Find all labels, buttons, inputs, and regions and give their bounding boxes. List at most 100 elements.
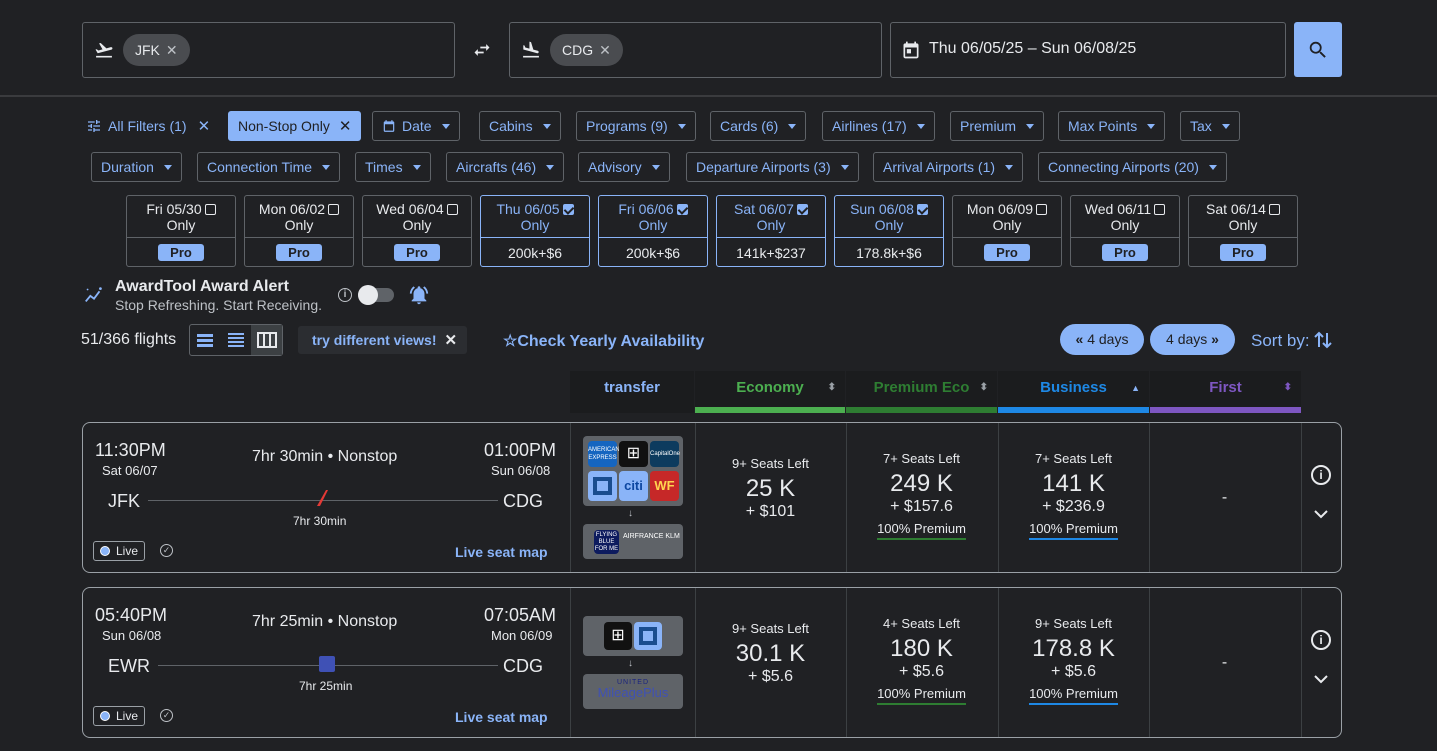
filter-nonstop[interactable]: Non-Stop Only ✕ bbox=[228, 111, 362, 141]
pro-badge[interactable]: Pro bbox=[276, 244, 322, 261]
column-business[interactable]: Business ▲ bbox=[998, 371, 1149, 413]
filter-cards[interactable]: Cards (6) bbox=[710, 111, 807, 141]
alert-toggle[interactable] bbox=[358, 285, 394, 305]
filter-premium[interactable]: Premium bbox=[950, 111, 1045, 141]
date-option[interactable]: Sat 06/07 Only 141k+$237 bbox=[716, 195, 826, 267]
checkbox[interactable] bbox=[446, 204, 458, 215]
column-first[interactable]: First ⬍ bbox=[1150, 371, 1301, 413]
filter-duration[interactable]: Duration bbox=[91, 152, 182, 182]
program-flying-blue[interactable]: FLYING BLUE FOR ME AIRFRANCE KLM bbox=[583, 524, 683, 559]
economy-cell[interactable]: 9+ Seats Left 25 K + $101 bbox=[695, 423, 846, 572]
filter-date[interactable]: Date bbox=[372, 111, 460, 141]
checkbox[interactable] bbox=[916, 204, 928, 215]
date-option[interactable]: Wed 06/11 Only Pro bbox=[1070, 195, 1180, 267]
close-icon[interactable]: ✕ bbox=[197, 118, 211, 135]
date-option[interactable]: Sat 06/14 Only Pro bbox=[1188, 195, 1298, 267]
filter-departure-airports[interactable]: Departure Airports (3) bbox=[686, 152, 859, 182]
view-list-icon[interactable] bbox=[190, 325, 221, 355]
checkbox[interactable] bbox=[1154, 204, 1166, 215]
close-icon[interactable]: ✕ bbox=[338, 118, 352, 135]
sort-arrows-icon[interactable]: ⬍ bbox=[1283, 382, 1292, 393]
pro-badge[interactable]: Pro bbox=[1220, 244, 1266, 261]
checkbox[interactable] bbox=[1036, 204, 1048, 215]
destination-code: CDG bbox=[562, 42, 594, 58]
prev-days-button[interactable]: « 4 days bbox=[1060, 324, 1144, 355]
sort-button[interactable]: Sort by: bbox=[1251, 330, 1332, 351]
sort-up-icon[interactable]: ▲ bbox=[1131, 383, 1140, 393]
close-icon[interactable]: ✕ bbox=[599, 42, 611, 58]
checkbox[interactable] bbox=[676, 204, 688, 215]
premium-eco-cell[interactable]: 4+ Seats Left 180 K + $5.6 100% Premium bbox=[846, 588, 997, 737]
checkbox[interactable] bbox=[1268, 204, 1280, 215]
bell-ring-icon[interactable] bbox=[408, 284, 430, 306]
arrival-date: Mon 06/09 bbox=[491, 628, 553, 643]
date-option[interactable]: Fri 05/30 Only Pro bbox=[126, 195, 236, 267]
checkbox[interactable] bbox=[204, 204, 216, 215]
date-option[interactable]: Mon 06/02 Only Pro bbox=[244, 195, 354, 267]
chevron-down-icon[interactable] bbox=[1313, 673, 1329, 685]
filter-max-points[interactable]: Max Points bbox=[1058, 111, 1166, 141]
destination-field[interactable]: CDG ✕ bbox=[509, 22, 882, 78]
filter-times[interactable]: Times bbox=[355, 152, 431, 182]
business-cell[interactable]: 7+ Seats Left 141 K + $236.9 100% Premium bbox=[998, 423, 1149, 572]
business-cell[interactable]: 9+ Seats Left 178.8 K + $5.6 100% Premium bbox=[998, 588, 1149, 737]
yearly-availability-link[interactable]: ☆Check Yearly Availability bbox=[503, 331, 704, 351]
filter-aircrafts[interactable]: Aircrafts (46) bbox=[446, 152, 565, 182]
filter-cabins[interactable]: Cabins bbox=[479, 111, 561, 141]
info-icon[interactable]: i bbox=[338, 288, 352, 302]
live-seat-map-link[interactable]: Live seat map bbox=[455, 544, 548, 560]
chevron-down-icon bbox=[1147, 123, 1156, 129]
program-mileageplus[interactable]: UNITED MileagePlus bbox=[583, 674, 683, 709]
destination-chip[interactable]: CDG ✕ bbox=[550, 34, 623, 66]
all-filters-button[interactable]: All Filters (1) ✕ bbox=[86, 117, 210, 137]
filter-connecting-airports[interactable]: Connecting Airports (20) bbox=[1038, 152, 1227, 182]
next-days-button[interactable]: 4 days » bbox=[1150, 324, 1235, 355]
transfer-cards[interactable]: AMERICAN EXPRESS ⊞ CapitalOne citi WF bbox=[583, 436, 683, 506]
swap-icon[interactable] bbox=[471, 40, 493, 60]
live-seat-map-link[interactable]: Live seat map bbox=[455, 709, 548, 725]
filter-tax[interactable]: Tax bbox=[1180, 111, 1240, 141]
premium-eco-cell[interactable]: 7+ Seats Left 249 K + $157.6 100% Premium bbox=[846, 423, 997, 572]
flight-card[interactable]: 11:30PM Sat 06/07 7hr 30min • Nonstop 01… bbox=[82, 422, 1342, 573]
filter-advisory[interactable]: Advisory bbox=[578, 152, 670, 182]
filter-connection-time[interactable]: Connection Time bbox=[197, 152, 341, 182]
pro-badge[interactable]: Pro bbox=[158, 244, 204, 261]
close-icon[interactable]: ✕ bbox=[444, 332, 458, 349]
sort-arrows-icon[interactable]: ⬍ bbox=[979, 382, 988, 393]
chevron-down-icon[interactable] bbox=[1313, 508, 1329, 520]
sort-arrows-icon[interactable]: ⬍ bbox=[827, 382, 836, 393]
star-icon: ☆ bbox=[503, 333, 518, 350]
date-option[interactable]: Wed 06/04 Only Pro bbox=[362, 195, 472, 267]
pro-badge[interactable]: Pro bbox=[1102, 244, 1148, 261]
column-economy[interactable]: Economy ⬍ bbox=[695, 371, 845, 413]
filter-programs[interactable]: Programs (9) bbox=[576, 111, 696, 141]
date-option[interactable]: Mon 06/09 Only Pro bbox=[952, 195, 1062, 267]
filter-arrival-airports[interactable]: Arrival Airports (1) bbox=[873, 152, 1024, 182]
view-grid-icon[interactable] bbox=[251, 325, 283, 355]
close-icon[interactable]: ✕ bbox=[165, 42, 178, 58]
column-premium-eco[interactable]: Premium Eco ⬍ bbox=[846, 371, 997, 413]
filter-airlines[interactable]: Airlines (17) bbox=[822, 111, 935, 141]
info-icon[interactable]: i bbox=[1311, 630, 1331, 650]
sparkle-chart-icon bbox=[85, 287, 102, 303]
info-icon[interactable]: i bbox=[1311, 465, 1331, 485]
view-compact-icon[interactable] bbox=[221, 325, 252, 355]
date-range-field[interactable]: Thu 06/05/25 – Sun 06/08/25 bbox=[890, 22, 1286, 78]
origin-chip[interactable]: JFK ✕ bbox=[123, 34, 190, 66]
checkbox[interactable] bbox=[796, 204, 808, 215]
live-label: Live bbox=[116, 544, 139, 558]
date-option[interactable]: Sun 06/08 Only 178.8k+$6 bbox=[834, 195, 944, 267]
search-button[interactable] bbox=[1294, 22, 1342, 77]
live-badge[interactable]: Live bbox=[93, 541, 146, 561]
date-option[interactable]: Thu 06/05 Only 200k+$6 bbox=[480, 195, 590, 267]
pro-badge[interactable]: Pro bbox=[394, 244, 440, 261]
checkbox[interactable] bbox=[328, 204, 340, 215]
transfer-cards[interactable]: ⊞ bbox=[583, 616, 683, 656]
live-badge[interactable]: Live bbox=[93, 706, 146, 726]
date-option[interactable]: Fri 06/06 Only 200k+$6 bbox=[598, 195, 708, 267]
origin-field[interactable]: JFK ✕ bbox=[82, 22, 455, 78]
flight-card[interactable]: 05:40PM Sun 06/08 7hr 25min • Nonstop 07… bbox=[82, 587, 1342, 738]
checkbox[interactable] bbox=[562, 204, 574, 215]
pro-badge[interactable]: Pro bbox=[984, 244, 1030, 261]
economy-cell[interactable]: 9+ Seats Left 30.1 K + $5.6 bbox=[695, 588, 846, 737]
